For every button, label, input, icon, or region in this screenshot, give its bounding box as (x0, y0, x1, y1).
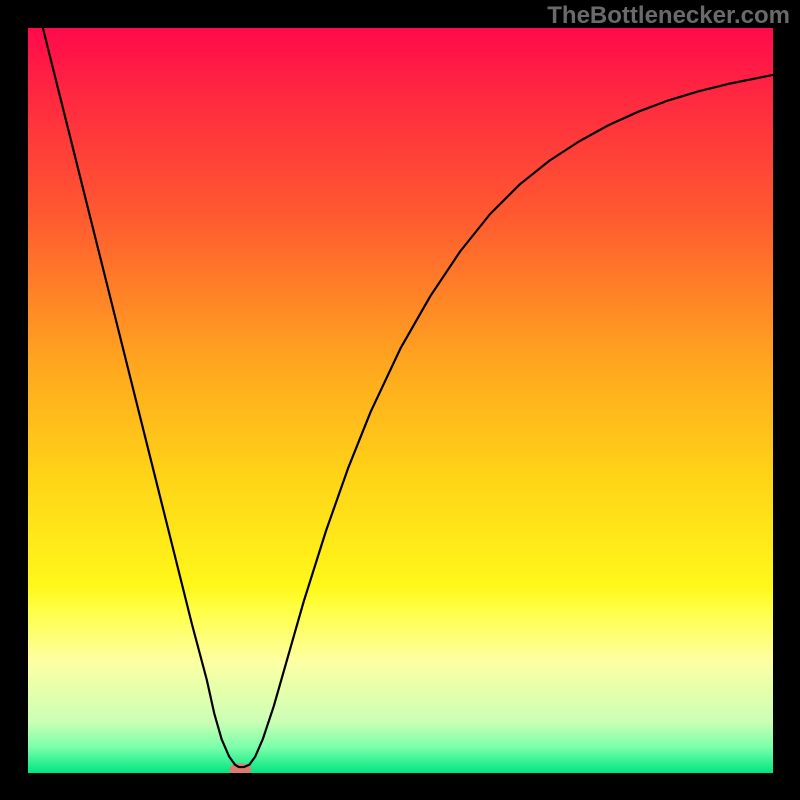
gradient-background (28, 28, 773, 773)
watermark-text: TheBottlenecker.com (547, 2, 790, 30)
plot-svg (28, 28, 773, 773)
chart-container: TheBottlenecker.com (0, 0, 800, 800)
plot-area (28, 28, 773, 773)
